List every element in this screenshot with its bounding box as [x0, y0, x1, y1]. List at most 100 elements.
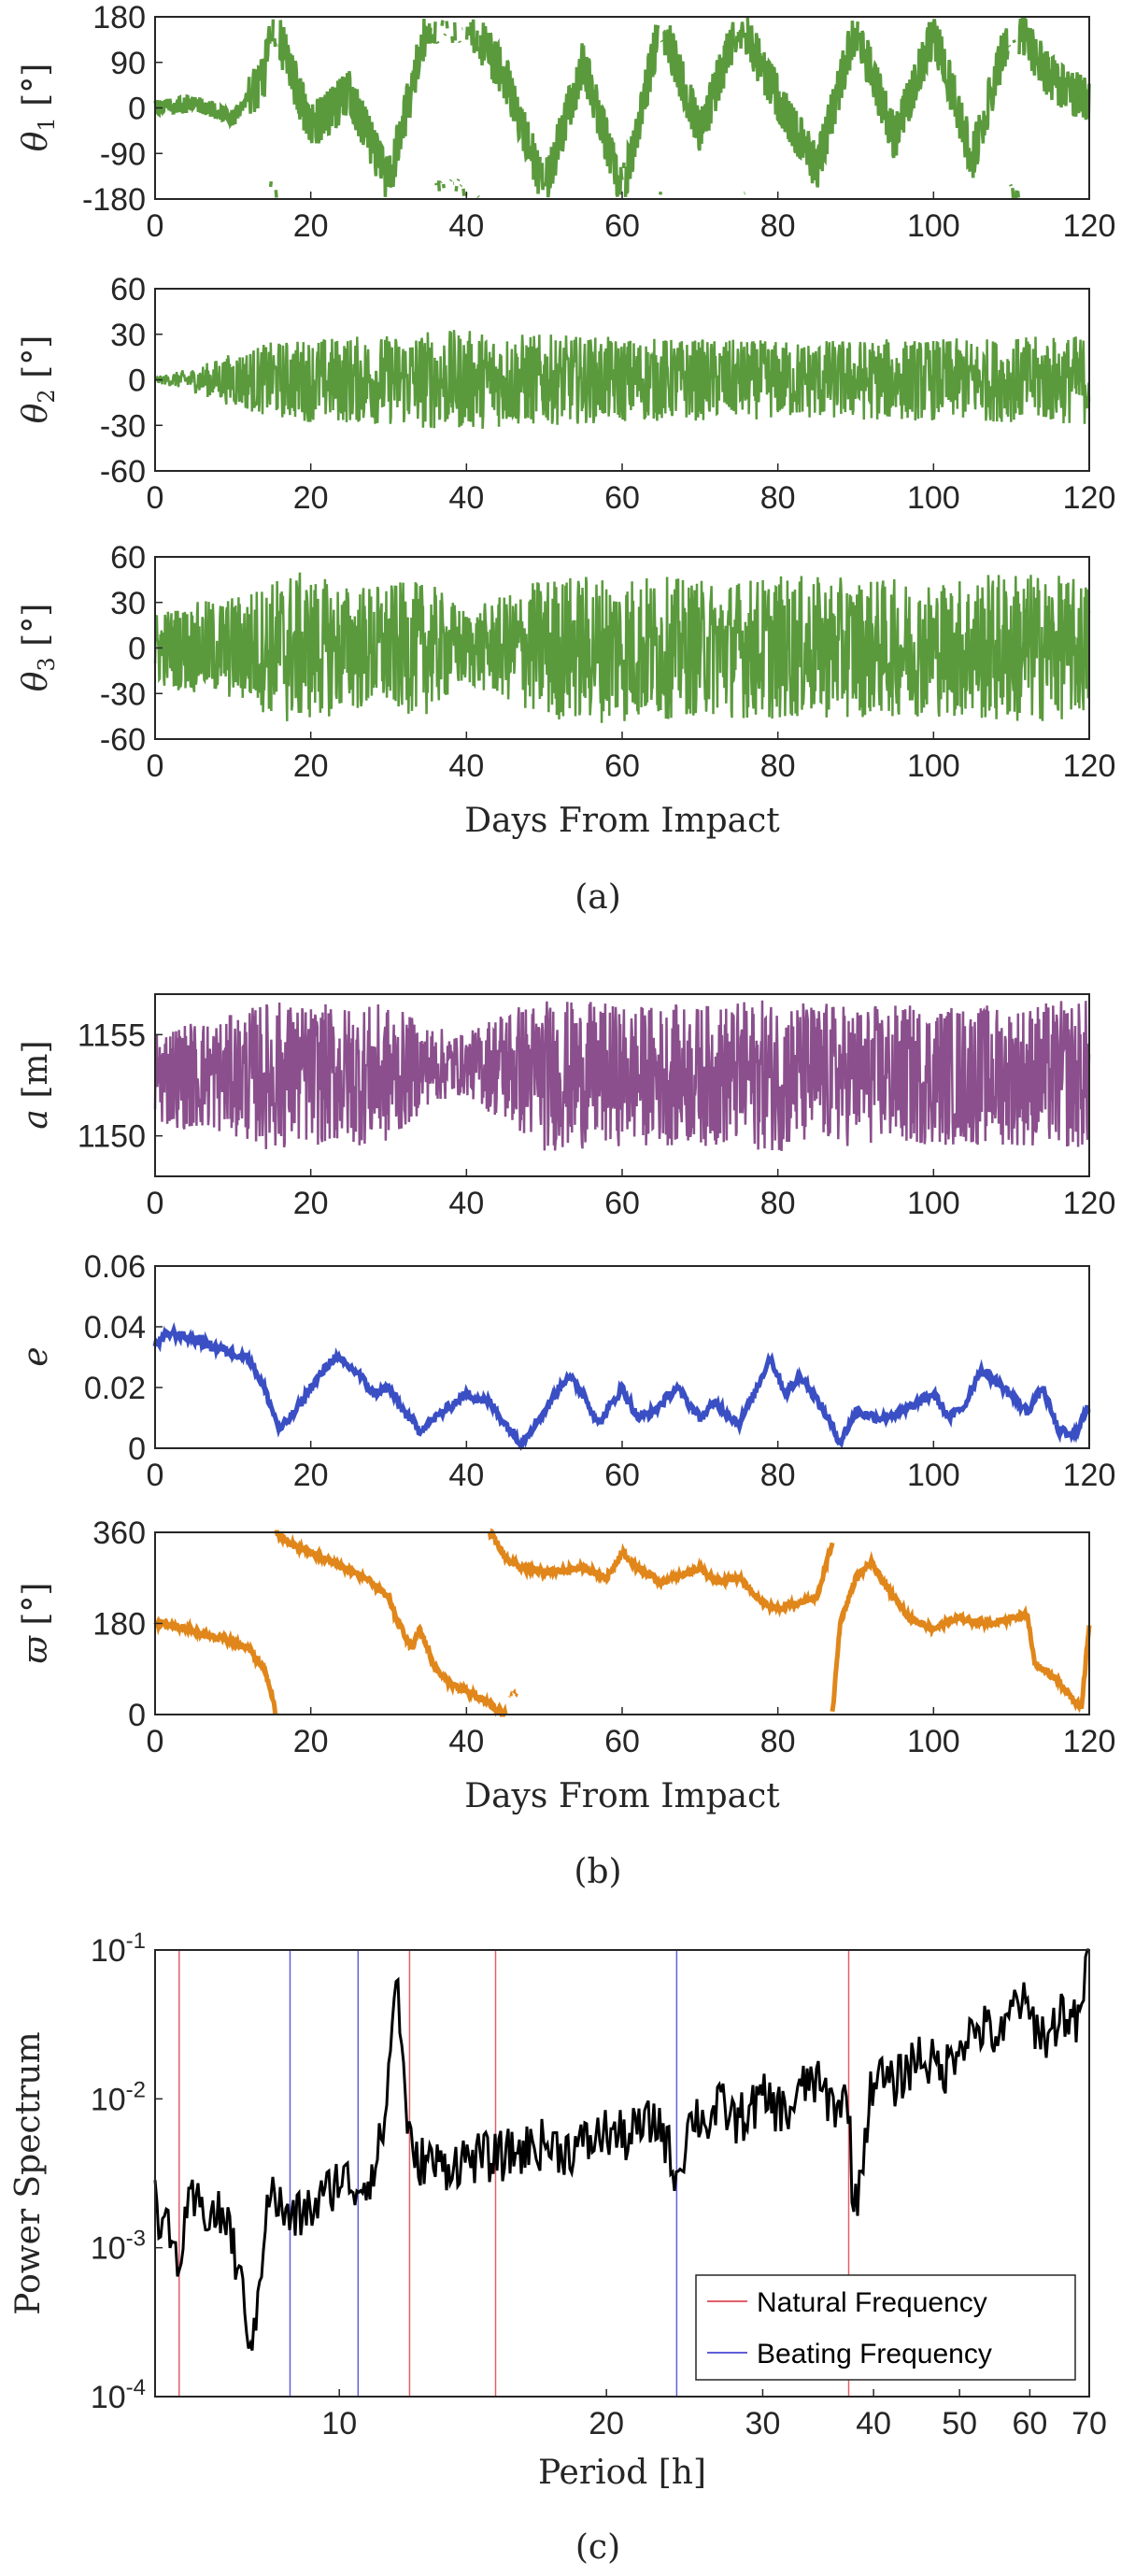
e-ytick-label: 0.06 — [84, 1249, 146, 1285]
a-yticks: 1155 1150 — [78, 1018, 163, 1155]
theta1-xtick-label: 40 — [448, 208, 484, 244]
e-xtick-label: 120 — [1063, 1458, 1116, 1493]
theta2-xtick-label: 0 — [147, 480, 164, 516]
theta1-xtick-label: 20 — [293, 208, 329, 244]
spectrum-ytick-label: 10-3 — [91, 2227, 146, 2267]
panel-e: 0 20 40 60 80 100 120 0.06 0.04 0.02 0 e — [17, 1249, 1115, 1493]
spectrum-series — [153, 1948, 1089, 2351]
theta1-line — [153, 15, 1091, 199]
varpi-xtick-label: 80 — [760, 1724, 796, 1759]
theta3-line — [153, 572, 1091, 723]
theta2-xtick-label: 40 — [448, 480, 484, 516]
theta1-ytick-label: -90 — [100, 136, 146, 172]
theta2-series — [153, 330, 1091, 429]
caption-c: (c) — [575, 2528, 620, 2567]
e-xticks: 0 20 40 60 80 100 120 — [147, 1441, 1116, 1493]
e-xtick-label: 60 — [604, 1458, 640, 1493]
a-ylabel: a [m] — [17, 1040, 55, 1129]
varpi-segment — [273, 1530, 508, 1718]
theta1-xtick-label: 100 — [907, 208, 960, 244]
spectrum-xtick-label: 40 — [856, 2406, 891, 2441]
theta3-xtick-label: 120 — [1063, 748, 1116, 784]
theta2-ytick-label: 0 — [128, 363, 146, 399]
theta1-series — [153, 15, 1091, 199]
theta2-ytick-label: 60 — [110, 272, 146, 307]
theta3-ytick-label: 60 — [110, 540, 146, 576]
varpi-segment — [507, 1688, 518, 1702]
a-xticks: 0 20 40 60 80 100 120 — [147, 1169, 1115, 1221]
theta1-ytick-label: 180 — [92, 0, 146, 36]
theta3-ytick-label: -30 — [100, 676, 146, 712]
e-ylabel: e — [17, 1346, 55, 1366]
e-xtick-label: 100 — [907, 1458, 960, 1493]
spectrum-axes-frame — [154, 1949, 1090, 2398]
theta2-xticks: 0 20 40 60 80 100 120 — [147, 463, 1116, 516]
spectrum-xtick-label: 60 — [1012, 2406, 1047, 2441]
a-xtick-label: 0 — [147, 1186, 164, 1221]
a-line — [153, 1000, 1091, 1151]
spectrum-ytick-label: 10-2 — [91, 2077, 146, 2117]
e-xtick-label: 20 — [293, 1458, 329, 1493]
theta3-xtick-label: 100 — [907, 748, 960, 784]
e-ytick-label: 0 — [128, 1431, 146, 1467]
varpi-xtick-label: 0 — [147, 1724, 164, 1759]
a-xtick-label: 40 — [448, 1186, 484, 1221]
theta1-xtick-label: 120 — [1063, 208, 1116, 244]
legend-box — [695, 2274, 1076, 2381]
e-xtick-label: 80 — [760, 1458, 796, 1493]
a-ytick-label: 1155 — [78, 1018, 146, 1053]
spectrum-ylabel: Power Spectrum — [9, 2031, 48, 2314]
theta1-xtick-label: 80 — [760, 208, 796, 244]
varpi-ytick-label: 0 — [128, 1698, 146, 1733]
varpi-xticks: 0 20 40 60 80 100 120 — [147, 1707, 1115, 1759]
a-xtick-label: 100 — [907, 1186, 960, 1221]
spectrum-yticks: 10-1 10-2 10-3 10-4 — [91, 1928, 163, 2415]
varpi-xtick-label: 100 — [907, 1724, 960, 1759]
spectrum-xticks: 10 20 30 40 50 60 70 — [321, 2389, 1107, 2441]
theta3-ytick-label: 30 — [110, 586, 146, 621]
theta1-xtick-label: 60 — [604, 208, 640, 244]
legend-beating-label: Beating Frequency — [757, 2339, 992, 2370]
a-xtick-label: 20 — [293, 1186, 329, 1221]
spectrum-xtick-label: 10 — [321, 2406, 357, 2441]
a-xtick-label: 60 — [604, 1186, 640, 1221]
theta3-ylabel: θ3 [°] — [17, 604, 60, 692]
theta2-ylabel: θ2 [°] — [17, 335, 60, 424]
theta2-xtick-label: 120 — [1063, 480, 1116, 516]
varpi-ytick-label: 360 — [92, 1516, 146, 1551]
varpi-ylabel: ϖ [°] — [17, 1583, 55, 1664]
theta2-ytick-label: -60 — [100, 454, 146, 490]
theta1-xticks: 0 20 40 60 80 100 120 — [147, 192, 1116, 244]
theta3-xtick-label: 0 — [147, 748, 164, 784]
e-xtick-label: 0 — [147, 1458, 164, 1493]
a-ytick-label: 1150 — [78, 1119, 146, 1155]
theta1-ytick-label: 0 — [128, 92, 146, 127]
theta3-yticks: 60 30 0 -30 -60 — [100, 540, 163, 758]
varpi-xtick-label: 60 — [604, 1724, 640, 1759]
theta2-yticks: 60 30 0 -30 -60 — [100, 272, 163, 490]
varpi-segment — [487, 1527, 835, 1618]
e-ytick-label: 0.02 — [84, 1371, 146, 1406]
theta2-line — [153, 330, 1091, 429]
e-yticks: 0.06 0.04 0.02 0 — [84, 1249, 163, 1467]
spectrum-ytick-label: 10-1 — [91, 1928, 146, 1969]
spectrum-xlabel: Period [h] — [538, 2454, 706, 2492]
varpi-xtick-label: 20 — [293, 1724, 329, 1759]
theta1-xtick-label: 0 — [147, 208, 164, 244]
varpi-segment — [830, 1550, 1092, 1714]
theta2-xtick-label: 20 — [293, 480, 329, 516]
varpi-series — [153, 1527, 1092, 1718]
theta3-xlabel: Days From Impact — [464, 802, 780, 840]
varpi-ytick-label: 180 — [92, 1607, 146, 1643]
caption-a: (a) — [575, 878, 621, 917]
theta3-xtick-label: 40 — [448, 748, 484, 784]
theta2-xtick-label: 100 — [907, 480, 960, 516]
legend-natural-label: Natural Frequency — [757, 2287, 987, 2318]
theta1-yticks: 180 90 0 -90 -180 — [82, 0, 163, 218]
spectrum-xtick-label: 70 — [1071, 2406, 1107, 2441]
caption-b: (b) — [574, 1853, 621, 1891]
panel-spectrum: 10 20 30 40 50 60 70 10-1 10-2 10-3 10-4 Power Sp… — [9, 1928, 1107, 2492]
panel-a: 0 20 40 60 80 100 120 1155 1150 a [m] — [17, 993, 1115, 1221]
